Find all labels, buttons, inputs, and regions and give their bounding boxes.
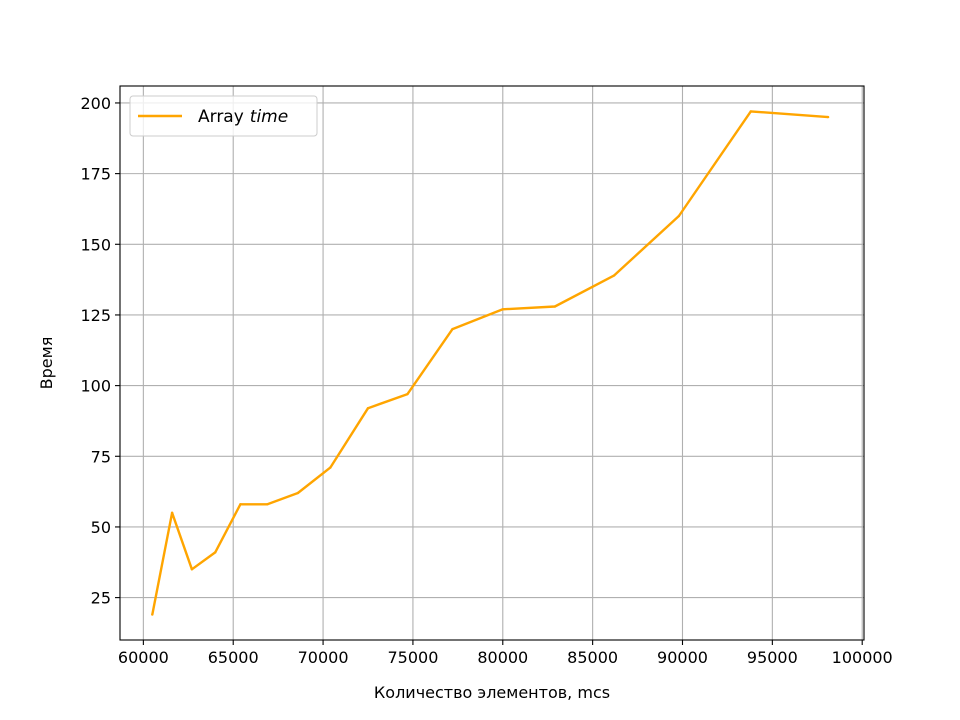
- data-point: [501, 308, 504, 311]
- y-tick-label: 150: [80, 235, 111, 254]
- y-tick-label: 175: [80, 165, 111, 184]
- y-tick-label: 75: [91, 447, 111, 466]
- x-tick-label: 65000: [208, 648, 259, 667]
- data-point: [613, 274, 616, 277]
- data-point: [239, 503, 242, 506]
- legend-entry: Array time: [198, 107, 288, 127]
- x-tick-label: 95000: [747, 648, 798, 667]
- legend-box: [129, 95, 318, 137]
- data-point: [677, 214, 681, 218]
- x-tick-label: 60000: [118, 648, 169, 667]
- x-axis-label: Количество элементов, mcs: [374, 683, 610, 702]
- data-point: [826, 115, 830, 119]
- series-layer: [151, 110, 830, 616]
- y-axis-label: Время: [37, 337, 56, 390]
- plot-frame: [119, 85, 865, 641]
- data-point: [451, 327, 454, 331]
- legend-entry-name: Array: [198, 107, 244, 127]
- x-tick-label: 70000: [298, 648, 349, 667]
- data-point: [170, 511, 174, 514]
- data-point: [190, 568, 194, 571]
- data-point: [366, 407, 370, 410]
- data-point: [553, 305, 557, 308]
- y-tick-label: 200: [80, 94, 111, 113]
- y-tick-label: 125: [80, 306, 111, 325]
- data-point: [151, 613, 154, 616]
- x-tick-label: 80000: [477, 648, 528, 667]
- y-tick-label: 50: [91, 518, 111, 537]
- data-point: [266, 503, 269, 506]
- x-tick-label: 90000: [657, 648, 708, 667]
- y-tick-label: 100: [80, 377, 111, 396]
- data-point: [749, 110, 752, 113]
- legend-entry-italic: time: [250, 107, 288, 127]
- data-point: [329, 466, 332, 469]
- x-tick-label: 75000: [387, 648, 438, 667]
- x-tick-label: 100000: [832, 648, 893, 667]
- data-point: [296, 491, 300, 495]
- legend: Array time: [129, 95, 318, 137]
- data-point: [406, 392, 409, 396]
- data-point: [214, 551, 217, 554]
- y-tick-label: 25: [91, 589, 111, 608]
- ticks: 60000 65000 70000 75000 80000 85000 90000 95000…: [80, 94, 892, 667]
- x-tick-label: 85000: [567, 648, 618, 667]
- grid: [120, 86, 864, 640]
